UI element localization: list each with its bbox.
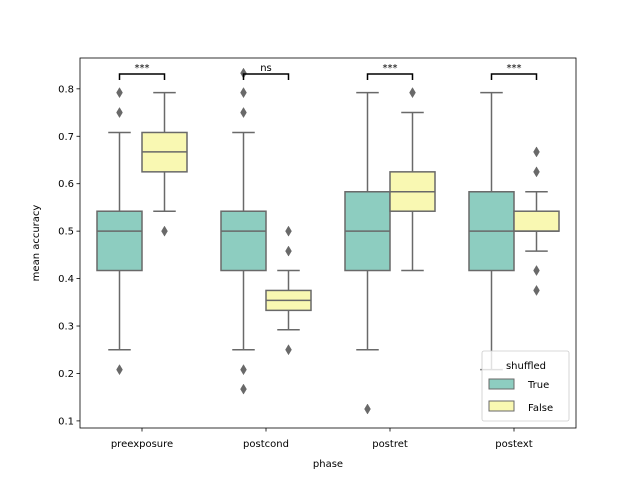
y-tick-label: 0.1: [58, 416, 74, 427]
y-tick-label: 0.8: [58, 84, 74, 95]
y-tick-label: 0.2: [58, 369, 74, 380]
significance-bracket-postret: [366, 73, 414, 80]
outlier-true-preexposure: [116, 107, 123, 119]
outlier-true-preexposure: [116, 87, 123, 99]
significance-bracket-postcond: [242, 73, 290, 80]
legend: shuffled True False: [481, 350, 570, 422]
outlier-true-preexposure: [116, 364, 123, 376]
significance-label-preexposure: ***: [135, 63, 150, 74]
significance-annotations: *** ns *** ***: [118, 63, 538, 80]
significance-bracket-postext: [490, 73, 538, 80]
y-tick-label: 0.4: [58, 274, 74, 285]
outlier-true-postcond: [240, 87, 247, 99]
x-axis-label: phase: [313, 459, 343, 470]
x-tick-label-preexposure: preexposure: [111, 439, 173, 450]
significance-label-postret: ***: [383, 63, 398, 74]
outlier-false-postext: [533, 265, 540, 276]
box-true-preexposure: [96, 210, 143, 272]
x-tick-label-postext: postext: [495, 439, 532, 450]
y-tick-label: 0.7: [58, 132, 74, 143]
legend-swatch-true: [488, 378, 515, 390]
plot-frame: [79, 57, 577, 429]
significance-label-postcond: ns: [260, 63, 272, 74]
outlier-false-postcond: [285, 245, 292, 257]
box-false-postext: [513, 210, 560, 232]
outlier-false-postext: [533, 284, 540, 296]
y-axis-label: mean accuracy: [31, 205, 42, 282]
box-true-postcond: [220, 210, 267, 272]
y-tick-label: 0.6: [58, 179, 74, 190]
outlier-false-postcond: [285, 344, 292, 356]
y-tick-label: 0.3: [58, 322, 74, 333]
x-tick-label-postret: postret: [372, 439, 408, 450]
y-axis: 0.1 0.2 0.3 0.4 0.5 0.6 0.7 0.8: [58, 84, 80, 427]
x-axis: preexposure postcond postret postext: [111, 428, 533, 450]
outlier-false-postext: [533, 166, 540, 178]
boxes-layer: [96, 67, 560, 415]
outlier-true-postret: [364, 403, 371, 415]
outlier-false-preexposure: [161, 225, 168, 237]
y-tick-label: 0.5: [58, 227, 74, 238]
outlier-true-postcond: [240, 383, 247, 395]
outlier-true-postcond: [240, 107, 247, 119]
significance-bracket-preexposure: [118, 73, 166, 80]
significance-label-postext: ***: [507, 63, 522, 74]
x-tick-label-postcond: postcond: [243, 439, 289, 450]
outlier-true-postcond: [240, 364, 247, 376]
legend-label-true: True: [527, 380, 549, 391]
outlier-false-postcond: [285, 225, 292, 237]
outlier-false-postret: [409, 87, 416, 99]
outlier-false-postext: [533, 146, 540, 158]
legend-title: shuffled: [506, 361, 546, 372]
legend-label-false: False: [528, 403, 553, 414]
legend-swatch-false: [488, 400, 515, 412]
